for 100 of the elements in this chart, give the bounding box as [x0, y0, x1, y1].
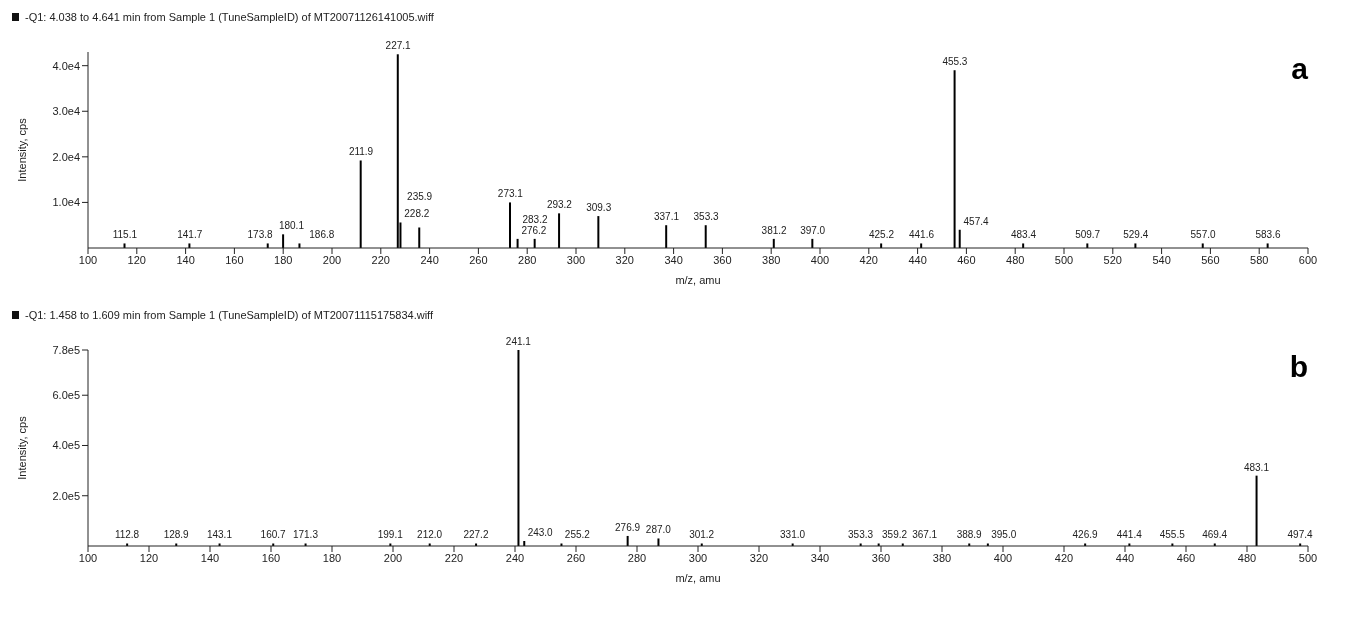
annotation: 381.2 — [761, 224, 788, 236]
x-tick-label: 460 — [957, 253, 976, 266]
annotation: 212.0 — [417, 529, 443, 541]
x-tick-label: 380 — [932, 551, 952, 564]
annotation: 186.8 — [309, 229, 335, 241]
bar — [953, 70, 956, 248]
bar — [509, 202, 512, 248]
x-tick-label: 100 — [78, 551, 98, 564]
bar — [665, 225, 668, 248]
y-tick-label: 6.0e5 — [52, 389, 80, 402]
x-tick-label: 200 — [322, 253, 342, 266]
annotation: 309.3 — [586, 202, 612, 214]
annotation: 227.1 — [385, 40, 412, 52]
bar — [597, 216, 600, 248]
annotation: 143.1 — [206, 529, 233, 541]
x-tick-label: 500 — [1298, 551, 1318, 564]
x-tick-label: 360 — [713, 253, 732, 266]
y-tick-label: 4.0e5 — [52, 439, 80, 452]
y-tick-label: 4.0e4 — [52, 59, 80, 72]
bar — [958, 229, 961, 248]
annotation: b — [1289, 350, 1308, 384]
x-tick-label: 480 — [1006, 253, 1025, 266]
x-tick-label: 400 — [993, 551, 1013, 564]
y-tick-label: 1.0e4 — [52, 196, 80, 209]
x-tick-label: 540 — [1152, 253, 1171, 266]
bar — [396, 54, 399, 248]
annotation: 301.2 — [689, 529, 715, 541]
x-tick-label: 280 — [627, 551, 647, 564]
annotation: 228.2 — [404, 208, 430, 220]
x-tick-label: 280 — [518, 253, 537, 266]
x-tick-label: 320 — [615, 253, 634, 266]
x-axis-title: m/z, amu — [675, 572, 721, 584]
annotation: 497.4 — [1287, 529, 1314, 541]
annotation: 160.7 — [260, 529, 287, 541]
annotation: 287.0 — [645, 524, 672, 536]
annotation: 273.1 — [497, 188, 524, 200]
annotation: 388.9 — [956, 529, 983, 541]
x-tick-label: 240 — [505, 551, 525, 564]
bar — [418, 227, 421, 248]
annotation: 483.4 — [1010, 229, 1037, 241]
annotation: 455.3 — [942, 56, 968, 68]
x-tick-label: 420 — [1054, 551, 1074, 564]
annotation: 441.6 — [908, 229, 935, 241]
y-tick-label: 2.0e5 — [52, 489, 80, 502]
annotation: 469.4 — [1202, 529, 1228, 541]
annotation: 457.4 — [963, 215, 989, 227]
annotation: 425.2 — [868, 229, 895, 241]
annotation: 397.0 — [800, 224, 826, 236]
annotation: 115.1 — [112, 229, 138, 241]
x-tick-label: 460 — [1176, 551, 1196, 564]
x-tick-label: 260 — [469, 253, 488, 266]
annotation: 276.9 — [615, 521, 641, 533]
y-axis-title: Intensity, cps — [15, 117, 28, 182]
x-tick-label: 580 — [1250, 253, 1269, 266]
x-tick-label: 260 — [566, 551, 586, 564]
bar — [517, 350, 520, 546]
annotation: 353.3 — [693, 211, 719, 223]
x-tick-label: 340 — [664, 253, 683, 266]
annotation: 235.9 — [407, 191, 433, 203]
x-tick-label: 500 — [1054, 253, 1074, 266]
annotation: 141.7 — [177, 229, 203, 241]
bar — [282, 234, 285, 248]
annotation: 243.0 — [527, 526, 554, 538]
annotation: 180.1 — [278, 220, 305, 232]
y-tick-label: 3.0e4 — [52, 105, 80, 118]
x-tick-label: 140 — [200, 551, 220, 564]
annotation: 128.9 — [163, 529, 190, 541]
x-tick-label: 160 — [225, 253, 244, 266]
annotation: a — [1291, 52, 1308, 86]
annotation: 171.3 — [292, 529, 319, 541]
x-tick-label: 340 — [810, 551, 830, 564]
x-tick-label: 140 — [176, 253, 195, 266]
x-tick-label: 120 — [127, 253, 146, 266]
x-tick-label: 520 — [1103, 253, 1122, 266]
annotation: 367.1 — [912, 529, 938, 541]
x-tick-label: 440 — [908, 253, 927, 266]
bar — [657, 538, 660, 546]
x-tick-label: 560 — [1201, 253, 1220, 266]
annotation: 557.0 — [1190, 229, 1217, 241]
x-tick-label: 200 — [383, 551, 403, 564]
bar — [359, 160, 362, 248]
x-tick-label: 180 — [322, 551, 342, 564]
annotation: 276.2 — [521, 224, 547, 236]
x-tick-label: 380 — [762, 253, 781, 266]
x-tick-label: 300 — [688, 551, 708, 564]
annotation: 211.9 — [348, 146, 374, 158]
annotation: 331.0 — [780, 529, 806, 541]
annotation: 483.1 — [1243, 461, 1270, 473]
annotation: 529.4 — [1123, 229, 1149, 241]
x-tick-label: 120 — [139, 551, 159, 564]
annotation: 353.3 — [848, 529, 874, 541]
x-tick-label: 160 — [261, 551, 281, 564]
bar — [704, 225, 707, 248]
bar — [558, 213, 561, 248]
annotation: 112.8 — [114, 529, 140, 541]
x-tick-label: 220 — [371, 253, 390, 266]
chart-title: -Q1: 4.038 to 4.641 min from Sample 1 (TuneSampleID) of MT20071126141005.wiff — [25, 11, 434, 23]
annotation: 441.4 — [1116, 529, 1143, 541]
x-tick-label: 600 — [1298, 253, 1318, 266]
y-tick-label: 2.0e4 — [52, 150, 80, 163]
